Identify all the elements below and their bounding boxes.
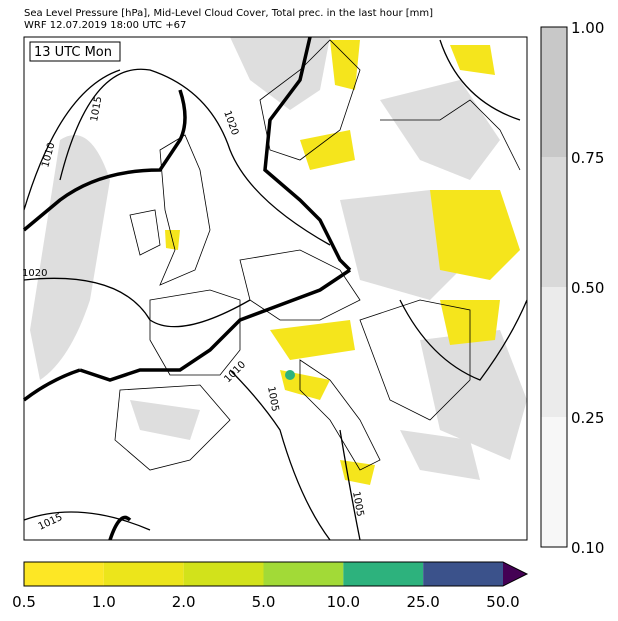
map: 1015 1020 1010 1020 1010 1005 1005 1015 … <box>22 36 528 541</box>
colorbar-label: 0.50 <box>571 279 604 297</box>
isobar-label: 1015 <box>89 96 104 123</box>
isobar-label: 1005 <box>265 386 280 413</box>
isobars <box>23 39 528 541</box>
colorbar-frame <box>23 561 529 587</box>
colorbar-segment <box>343 562 424 586</box>
colorbar-segment <box>183 562 264 586</box>
colorbar-label: 2.0 <box>172 593 196 611</box>
colorbar-segment <box>541 157 567 287</box>
precipitation <box>165 40 520 485</box>
colorbar-label: 1.00 <box>571 19 604 37</box>
isobar-label: 1005 <box>350 491 365 518</box>
colorbar-label: 10.0 <box>327 593 360 611</box>
colorbar-segment <box>103 562 184 586</box>
colorbar-segment <box>541 27 567 157</box>
colorbar-segment <box>541 417 567 547</box>
subtitle-line: WRF 12.07.2019 18:00 UTC +67 <box>24 20 186 31</box>
colorbar-label: 1.0 <box>92 593 116 611</box>
precip-colorbar: 0.5 1.0 2.0 5.0 10.0 25.0 50.0 <box>12 561 529 611</box>
isobar-label: 1020 <box>22 268 47 279</box>
colorbar-label: 0.5 <box>12 593 36 611</box>
colorbar-segment <box>263 562 344 586</box>
colorbar-label: 0.25 <box>571 409 604 427</box>
colorbar-label: 50.0 <box>486 593 519 611</box>
colorbar-segment <box>24 562 104 586</box>
colorbar-extend <box>503 562 527 586</box>
map-frame <box>23 36 528 541</box>
thick-isobars <box>22 36 352 541</box>
colorbar-frame <box>540 26 568 548</box>
colorbar-label: 25.0 <box>406 593 439 611</box>
colorbar-label: 5.0 <box>252 593 276 611</box>
title-line: Sea Level Pressure [hPa], Mid-Level Clou… <box>24 8 433 19</box>
colorbar-label: 0.75 <box>571 149 604 167</box>
time-label: 13 UTC Mon <box>34 45 112 60</box>
colorbar-segment <box>423 562 503 586</box>
colorbar-segment <box>541 287 567 417</box>
colorbar-label: 0.10 <box>571 539 604 557</box>
time-label-box <box>29 41 121 62</box>
cloud-colorbar: 1.00 0.75 0.50 0.25 0.10 <box>540 19 604 557</box>
